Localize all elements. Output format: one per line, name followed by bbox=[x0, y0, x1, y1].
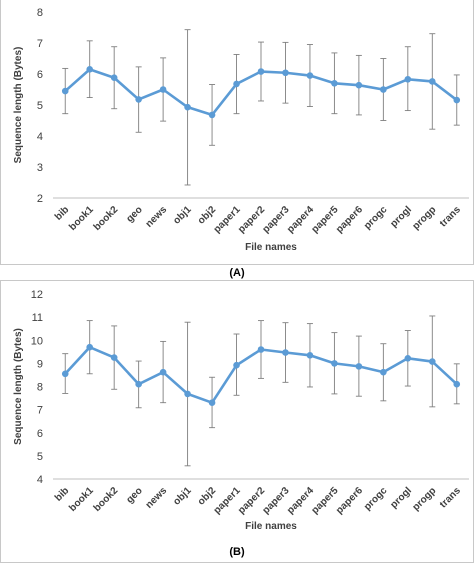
chart-b-data-point bbox=[380, 368, 387, 376]
chart-a-x-tick-label: book2 bbox=[92, 204, 121, 233]
chart-b-x-tick-label: paper6 bbox=[334, 485, 365, 516]
chart-a-x-tick-label: obj1 bbox=[171, 204, 194, 227]
chart-b-x-axis-label: File names bbox=[245, 521, 297, 532]
chart-a-data-point bbox=[331, 80, 338, 87]
chart-a-y-tick-label: 2 bbox=[37, 193, 43, 205]
chart-b-data-point bbox=[331, 360, 338, 367]
chart-b-x-tick-label: progp bbox=[411, 485, 439, 513]
chart-a-y-tick-label: 7 bbox=[37, 38, 43, 50]
chart-a-y-tick-label: 5 bbox=[37, 100, 43, 112]
chart-b-x-tick-label: trans bbox=[438, 485, 463, 510]
chart-a-x-tick-label: bib bbox=[53, 204, 71, 222]
chart-a-data-point bbox=[257, 68, 265, 75]
chart-a-x-tick-label: geo bbox=[124, 204, 144, 224]
chart-b-y-tick-label: 12 bbox=[31, 289, 43, 301]
chart-b-data-point bbox=[404, 354, 412, 362]
chart-a-data-point bbox=[184, 103, 191, 111]
chart-a-y-tick-label: 4 bbox=[37, 131, 43, 143]
chart-b-y-tick-label: 8 bbox=[37, 382, 43, 394]
chart-b-data-point bbox=[355, 363, 363, 370]
chart-b-data-point bbox=[208, 399, 216, 406]
chart-a-data-point bbox=[306, 72, 314, 79]
chart-a-x-tick-label: news bbox=[144, 204, 170, 230]
chart-a-x-tick-label: progc bbox=[362, 204, 390, 232]
chart-a-data-point bbox=[282, 69, 289, 77]
chart-a-data-point bbox=[380, 86, 387, 93]
chart-a-x-tick-label: progl bbox=[388, 204, 414, 230]
chart-b-data-point bbox=[110, 354, 118, 361]
chart-b-data-point bbox=[61, 370, 69, 378]
chart-a-data-point bbox=[110, 74, 118, 82]
chart-b-y-tick-label: 5 bbox=[37, 451, 43, 463]
chart-b-data-point bbox=[86, 343, 94, 351]
chart-a-data-point bbox=[86, 66, 94, 73]
chart-a-data-point bbox=[135, 96, 142, 103]
chart-b-x-tick-label: obj1 bbox=[171, 485, 194, 508]
chart-b-x-tick-label: progc bbox=[362, 485, 390, 513]
chart-a-x-tick-label: book1 bbox=[67, 204, 96, 233]
chart-a-data-point bbox=[453, 96, 461, 104]
chart-b-y-tick-label: 4 bbox=[37, 474, 43, 486]
chart-a-data-point bbox=[159, 86, 167, 93]
chart-b-caption: (B) bbox=[229, 546, 245, 558]
chart-a-data-point bbox=[355, 81, 363, 89]
chart-b-data-point bbox=[233, 361, 240, 369]
chart-a-panel: 2 3 4 5 6 7 8 Sequence length (Bytes) bib book1 bo… bbox=[0, 0, 474, 265]
chart-b-data-point bbox=[159, 368, 167, 376]
chart-b-data-point bbox=[257, 346, 265, 353]
chart-b-data-point bbox=[428, 358, 436, 365]
chart-a: 2 3 4 5 6 7 8 Sequence length (Bytes) bibbook1bo… bbox=[13, 7, 469, 253]
chart-a-y-axis-label: Sequence length (Bytes) bbox=[13, 47, 24, 164]
chart-a-x-axis-label: File names bbox=[245, 242, 297, 253]
chart-b-x-tick-label: book1 bbox=[67, 485, 96, 514]
chart-b-x-tick-label: book2 bbox=[92, 485, 121, 514]
chart-a-data-point bbox=[404, 75, 412, 83]
chart-a-x-tick-label: paper6 bbox=[334, 204, 365, 235]
chart-a-data-point bbox=[208, 111, 216, 119]
chart-a-data-point bbox=[428, 78, 436, 85]
chart-b-y-tick-label: 11 bbox=[32, 312, 43, 324]
chart-b-data-point bbox=[135, 380, 142, 388]
chart-a-data-point bbox=[233, 80, 240, 88]
chart-b-x-tick-label: geo bbox=[124, 485, 144, 505]
chart-b-y-tick-label: 6 bbox=[37, 428, 43, 440]
chart-b-y-axis-label: Sequence length (Bytes) bbox=[13, 328, 24, 445]
chart-b-y-tick-label: 9 bbox=[37, 358, 43, 370]
chart-b-data-point bbox=[453, 380, 461, 388]
chart-b-x-tick-label: progl bbox=[388, 485, 414, 511]
chart-b-data-point bbox=[306, 351, 314, 359]
chart-b-data-point bbox=[282, 349, 289, 356]
chart-a-caption: (A) bbox=[229, 267, 245, 279]
chart-b-data-point bbox=[184, 390, 191, 398]
chart-b-panel: 4 5 6 7 8 9 10 11 12 Sequence length (Bytes) bib bo… bbox=[0, 280, 474, 563]
chart-a-y-tick-label: 8 bbox=[37, 7, 43, 19]
chart-b-x-tick-label: bib bbox=[53, 485, 71, 503]
chart-b-y-tick-label: 10 bbox=[31, 335, 43, 347]
chart-a-data-point bbox=[61, 87, 69, 95]
chart-a-x-tick-label: trans bbox=[438, 204, 463, 229]
chart-a-y-tick-label: 6 bbox=[37, 69, 43, 81]
chart-a-y-tick-label: 3 bbox=[37, 162, 43, 174]
chart-b-y-tick-label: 7 bbox=[37, 405, 43, 417]
chart-a-x-tick-label: progp bbox=[411, 204, 439, 232]
chart-b-x-tick-label: news bbox=[144, 485, 170, 511]
